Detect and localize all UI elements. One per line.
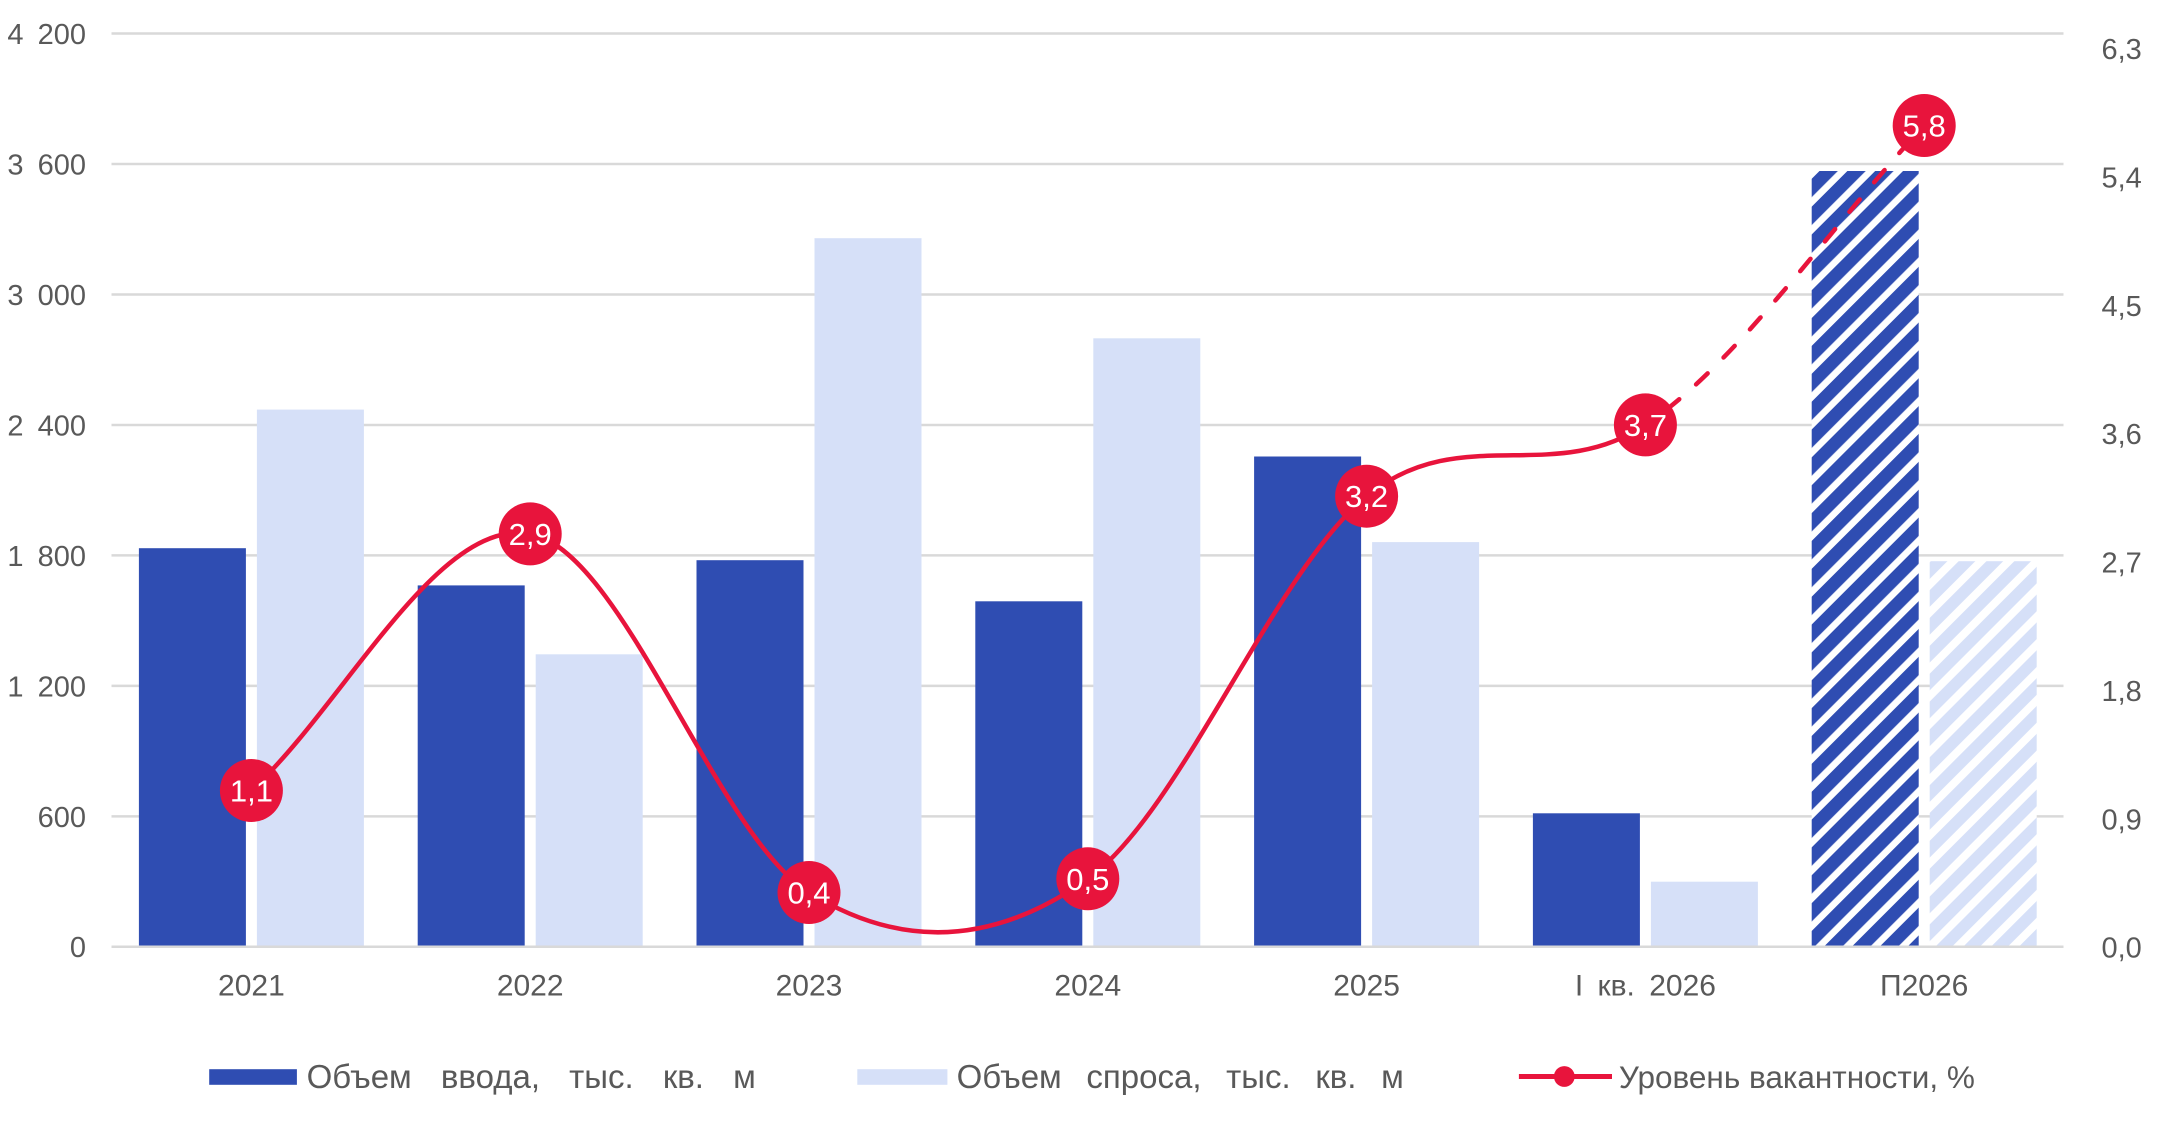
svg-text:П2026: П2026 (1880, 969, 1968, 1002)
svg-text:2021: 2021 (218, 969, 285, 1002)
svg-text:1 200: 1 200 (7, 671, 86, 703)
svg-text:3 000: 3 000 (7, 280, 86, 312)
svg-text:1,8: 1,8 (2102, 676, 2142, 708)
svg-text:0,5: 0,5 (1066, 862, 1109, 897)
svg-text:0,9: 0,9 (2102, 804, 2142, 836)
svg-text:2023: 2023 (776, 969, 843, 1002)
svg-text:Объем ввода, тыс. кв. м: Объем ввода, тыс. кв. м (307, 1058, 756, 1095)
svg-text:3,2: 3,2 (1345, 479, 1388, 514)
svg-text:0,4: 0,4 (787, 876, 830, 911)
svg-text:I кв. 2026: I кв. 2026 (1575, 969, 1716, 1002)
svg-text:Уровень вакантности, %: Уровень вакантности, % (1619, 1059, 1975, 1095)
svg-text:2,7: 2,7 (2102, 548, 2142, 580)
svg-text:2024: 2024 (1054, 969, 1121, 1002)
svg-text:2,9: 2,9 (509, 517, 552, 552)
svg-text:Объем спроса, тыс. кв. м: Объем спроса, тыс. кв. м (957, 1058, 1404, 1095)
svg-text:1,1: 1,1 (230, 774, 273, 809)
svg-text:600: 600 (38, 802, 86, 834)
svg-text:5,8: 5,8 (1903, 109, 1946, 144)
svg-text:3,6: 3,6 (2102, 419, 2142, 451)
svg-text:0: 0 (70, 932, 86, 964)
svg-text:3 600: 3 600 (7, 149, 86, 181)
svg-text:2025: 2025 (1333, 969, 1400, 1002)
svg-text:0,0: 0,0 (2102, 933, 2142, 965)
svg-text:5,4: 5,4 (2102, 162, 2142, 194)
svg-text:2 400: 2 400 (7, 410, 86, 442)
svg-text:3,7: 3,7 (1624, 408, 1667, 443)
svg-text:2022: 2022 (497, 969, 564, 1002)
svg-text:4 200: 4 200 (7, 19, 86, 51)
svg-text:6,3: 6,3 (2102, 34, 2142, 66)
svg-text:4,5: 4,5 (2102, 291, 2142, 323)
svg-text:1 800: 1 800 (7, 541, 86, 573)
